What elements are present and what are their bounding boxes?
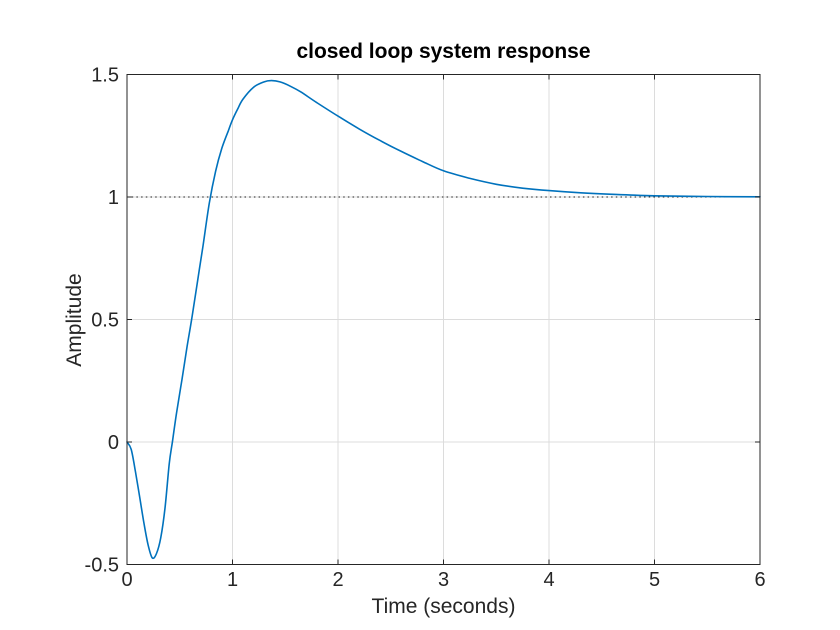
y-tick-label: -0.5 xyxy=(85,555,119,577)
x-tick-label: 1 xyxy=(227,569,238,591)
x-tick-label: 5 xyxy=(649,569,660,591)
x-axis-label: Time (seconds) xyxy=(372,595,516,618)
response-curve xyxy=(126,79,761,560)
x-tick-label: 3 xyxy=(438,569,449,591)
y-tick-label: 1 xyxy=(108,187,119,209)
x-tick-label: 6 xyxy=(754,569,765,591)
plot-area: 0 1 2 3 4 5 6-0.500.511.5 xyxy=(85,65,766,592)
y-tick-label: 1.5 xyxy=(91,65,119,87)
x-tick-label: 2 xyxy=(332,569,343,591)
x-tick-label: 0 xyxy=(121,569,132,591)
y-tick-label: 0 xyxy=(108,432,119,454)
x-tick-label: 4 xyxy=(543,569,554,591)
y-axis-label: Amplitude xyxy=(63,273,86,366)
chart-title: closed loop system response xyxy=(296,40,590,63)
y-tick-label: 0.5 xyxy=(91,310,119,332)
